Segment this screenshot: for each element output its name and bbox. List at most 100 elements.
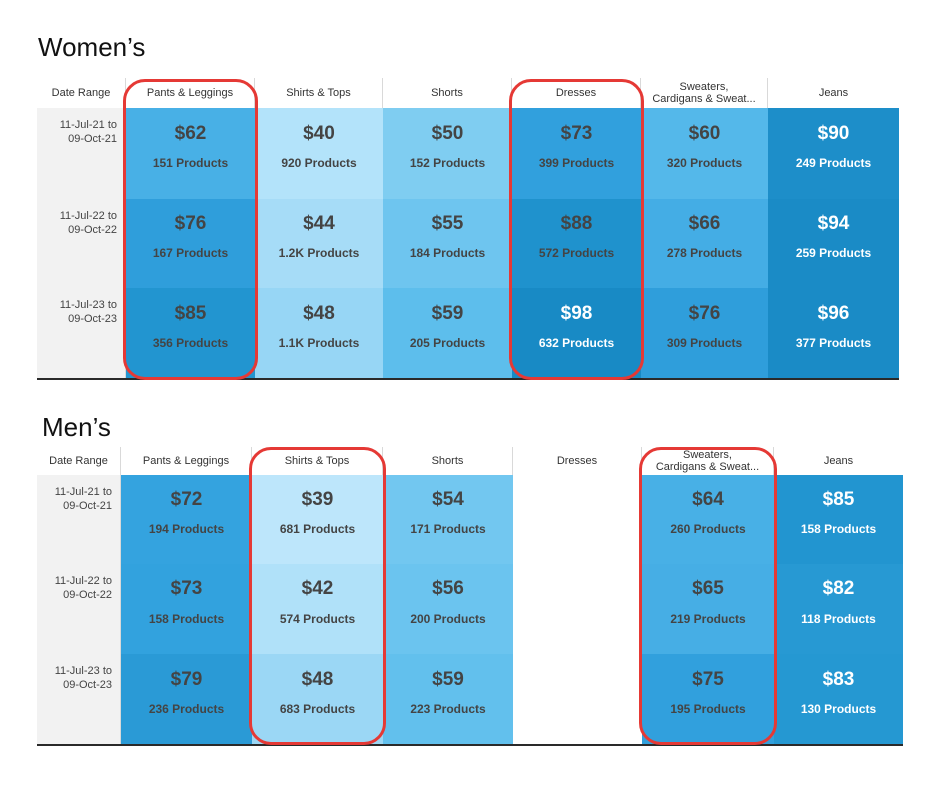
average-price-label: $56 bbox=[432, 578, 464, 600]
average-price-label: $40 bbox=[303, 122, 335, 144]
women-heatmap-cell-pants-leggings[interactable]: $85 356 Products bbox=[126, 288, 255, 379]
men-heatmap-cell-pants-leggings[interactable]: $72 194 Products bbox=[121, 475, 252, 564]
product-count-label: 249 Products bbox=[795, 156, 872, 171]
men-column-header-shirts-tops[interactable]: Shirts & Tops bbox=[252, 447, 383, 475]
women-column-header-dresses[interactable]: Dresses bbox=[512, 78, 641, 108]
women-heatmap-cell-pants-leggings[interactable]: $62 151 Products bbox=[126, 108, 255, 199]
average-price-label: $55 bbox=[431, 213, 464, 235]
men-heatmap-cell-dresses[interactable] bbox=[513, 654, 642, 745]
men-column-header-jeans[interactable]: Jeans bbox=[823, 455, 854, 467]
men-header-date-range[interactable]: Date Range bbox=[37, 447, 121, 475]
women-column-header-sweaters-cardigans-sweat[interactable]: Sweaters, Cardigans & Sweat... bbox=[641, 78, 768, 108]
women-header-row: Date Range Pants & Leggings Shirts & Tops S… bbox=[37, 78, 899, 109]
product-count-label: 223 Products bbox=[410, 702, 486, 717]
average-price-label: $98 bbox=[560, 302, 593, 324]
men-column-header-sweaters-cardigans-sweat[interactable]: Sweaters, Cardigans & Sweat... bbox=[642, 447, 774, 475]
product-count-label: 632 Products bbox=[538, 336, 615, 351]
women-column-header-pants-leggings[interactable]: Pants & Leggings bbox=[126, 78, 255, 108]
men-heatmap-cell-dresses[interactable] bbox=[513, 564, 642, 654]
average-price-label: $88 bbox=[560, 213, 593, 235]
women-heatmap-cell-sweaters-cardigans-sweat[interactable]: $60 320 Products bbox=[641, 108, 768, 199]
product-count-label: 320 Products bbox=[666, 156, 743, 171]
women-heatmap-cell-shirts-tops[interactable]: $44 1.2K Products bbox=[255, 199, 383, 288]
women-column-header-jeans[interactable]: Jeans bbox=[818, 87, 849, 99]
men-heatmap-cell-pants-leggings[interactable]: $73 158 Products bbox=[121, 564, 252, 654]
average-price-label: $54 bbox=[432, 489, 464, 511]
average-price-label: $59 bbox=[432, 668, 464, 690]
men-header-row: Date Range Pants & Leggings Shirts & Tops S… bbox=[37, 447, 903, 476]
women-heatmap-cell-jeans[interactable]: $90 249 Products bbox=[768, 108, 899, 199]
average-price-label: $48 bbox=[303, 302, 335, 324]
men-table-row: 11-Jul-23 to 09-Oct-23 $79 236 Products $48… bbox=[37, 654, 903, 745]
men-heatmap-cell-pants-leggings[interactable]: $79 236 Products bbox=[121, 654, 252, 745]
women-header-date-range[interactable]: Date Range bbox=[37, 78, 126, 108]
women-heatmap-cell-jeans[interactable]: $96 377 Products bbox=[768, 288, 899, 379]
average-price-label: $79 bbox=[170, 668, 203, 690]
product-count-label: 572 Products bbox=[538, 246, 615, 261]
men-column-header-pants-leggings[interactable]: Pants & Leggings bbox=[121, 447, 252, 475]
average-price-label: $72 bbox=[170, 489, 203, 511]
average-price-label: $90 bbox=[817, 122, 850, 144]
average-price-label: $82 bbox=[822, 578, 855, 600]
women-column-header-shorts[interactable]: Shorts bbox=[383, 78, 512, 108]
women-heatmap-cell-jeans[interactable]: $94 259 Products bbox=[768, 199, 899, 288]
average-price-label: $64 bbox=[692, 489, 724, 511]
product-count-label: 1.2K Products bbox=[278, 246, 360, 261]
women-heatmap-cell-dresses[interactable]: $98 632 Products bbox=[512, 288, 641, 379]
men-table-row: 11-Jul-22 to 09-Oct-22 $73 158 Products $42… bbox=[37, 564, 903, 654]
men-heatmap-cell-shorts[interactable]: $59 223 Products bbox=[383, 654, 513, 745]
product-count-label: 260 Products bbox=[670, 522, 746, 537]
product-count-label: 194 Products bbox=[148, 522, 225, 537]
men-heatmap-cell-dresses[interactable] bbox=[513, 475, 642, 564]
average-price-label: $66 bbox=[688, 213, 721, 235]
men-heatmap-cell-sweaters-cardigans-sweat[interactable]: $75 195 Products bbox=[642, 654, 774, 745]
average-price-label: $85 bbox=[822, 489, 855, 511]
product-count-label: 219 Products bbox=[670, 611, 746, 626]
average-price-label: $76 bbox=[688, 302, 721, 324]
women-heatmap-cell-shirts-tops[interactable]: $48 1.1K Products bbox=[255, 288, 383, 379]
women-column-header-shirts-tops[interactable]: Shirts & Tops bbox=[255, 78, 383, 108]
men-date-range-cell: 11-Jul-22 to 09-Oct-22 bbox=[37, 564, 121, 654]
men-heatmap-cell-jeans[interactable]: $82 118 Products bbox=[774, 564, 903, 654]
product-count-label: 152 Products bbox=[409, 156, 486, 171]
average-price-label: $44 bbox=[303, 213, 335, 235]
average-price-label: $48 bbox=[301, 668, 334, 690]
women-heatmap-cell-shorts[interactable]: $59 205 Products bbox=[383, 288, 512, 379]
product-count-label: 1.1K Products bbox=[278, 336, 360, 351]
men-column-header-dresses[interactable]: Dresses bbox=[513, 447, 642, 475]
product-count-label: 683 Products bbox=[279, 702, 356, 717]
men-heatmap-cell-sweaters-cardigans-sweat[interactable]: $64 260 Products bbox=[642, 475, 774, 564]
women-heatmap-cell-shorts[interactable]: $55 184 Products bbox=[383, 199, 512, 288]
men-heatmap-cell-shirts-tops[interactable]: $42 574 Products bbox=[252, 564, 383, 654]
women-heatmap-cell-pants-leggings[interactable]: $76 167 Products bbox=[126, 199, 255, 288]
women-heatmap-cell-shorts[interactable]: $50 152 Products bbox=[383, 108, 512, 199]
men-column-header-shorts[interactable]: Shorts bbox=[383, 447, 513, 475]
men-heatmap-cell-sweaters-cardigans-sweat[interactable]: $65 219 Products bbox=[642, 564, 774, 654]
women-heatmap-cell-shirts-tops[interactable]: $40 920 Products bbox=[255, 108, 383, 199]
product-count-label: 184 Products bbox=[409, 246, 486, 261]
men-heatmap-cell-shorts[interactable]: $56 200 Products bbox=[383, 564, 513, 654]
average-price-label: $94 bbox=[817, 213, 850, 235]
product-count-label: 151 Products bbox=[152, 156, 229, 171]
average-price-label: $83 bbox=[822, 668, 855, 690]
men-heatmap-cell-jeans[interactable]: $85 158 Products bbox=[774, 475, 903, 564]
average-price-label: $42 bbox=[301, 578, 334, 600]
product-count-label: 130 Products bbox=[800, 702, 877, 717]
product-count-label: 195 Products bbox=[670, 702, 746, 717]
women-heatmap-cell-sweaters-cardigans-sweat[interactable]: $76 309 Products bbox=[641, 288, 768, 379]
average-price-label: $75 bbox=[692, 668, 724, 690]
men-heatmap-cell-jeans[interactable]: $83 130 Products bbox=[774, 654, 903, 745]
men-heatmap-cell-shirts-tops[interactable]: $48 683 Products bbox=[252, 654, 383, 745]
women-heatmap-cell-dresses[interactable]: $73 399 Products bbox=[512, 108, 641, 199]
men-heatmap-cell-shirts-tops[interactable]: $39 681 Products bbox=[252, 475, 383, 564]
men-section-title: Men’s bbox=[42, 412, 111, 442]
men-heatmap-cell-shorts[interactable]: $54 171 Products bbox=[383, 475, 513, 564]
product-count-label: 259 Products bbox=[795, 246, 872, 261]
product-count-label: 309 Products bbox=[666, 336, 743, 351]
average-price-label: $59 bbox=[431, 302, 464, 324]
product-count-label: 278 Products bbox=[666, 246, 743, 261]
men-price-heatmap: Date Range Pants & Leggings Shirts & Tops S… bbox=[37, 447, 903, 747]
women-heatmap-cell-sweaters-cardigans-sweat[interactable]: $66 278 Products bbox=[641, 199, 768, 288]
men-table-bottom-border bbox=[37, 744, 903, 746]
women-heatmap-cell-dresses[interactable]: $88 572 Products bbox=[512, 199, 641, 288]
